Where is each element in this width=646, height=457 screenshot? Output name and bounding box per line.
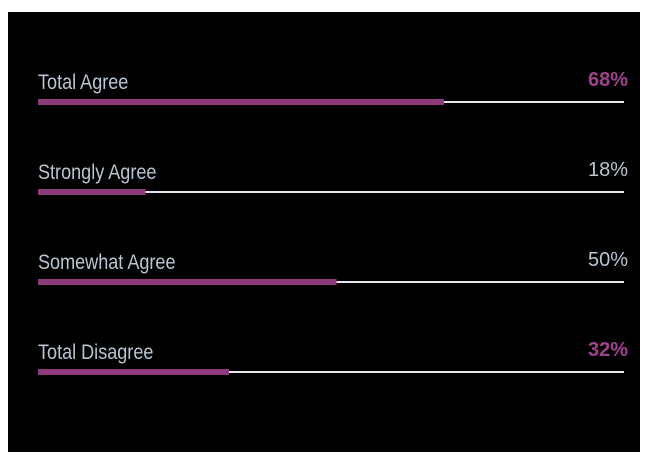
- bar: [38, 369, 230, 375]
- category-label: Total Agree: [38, 71, 128, 95]
- bar: [38, 99, 444, 105]
- background: [8, 12, 640, 452]
- category-label: Total Disagree: [38, 341, 154, 365]
- category-label: Somewhat Agree: [38, 251, 176, 275]
- value-label: 18%: [588, 159, 628, 181]
- value-label: 50%: [588, 249, 628, 271]
- value-label: 32%: [588, 339, 628, 361]
- category-label: Strongly Agree: [38, 161, 157, 185]
- bar: [38, 279, 337, 285]
- value-label: 68%: [588, 69, 628, 91]
- bar: [38, 189, 146, 195]
